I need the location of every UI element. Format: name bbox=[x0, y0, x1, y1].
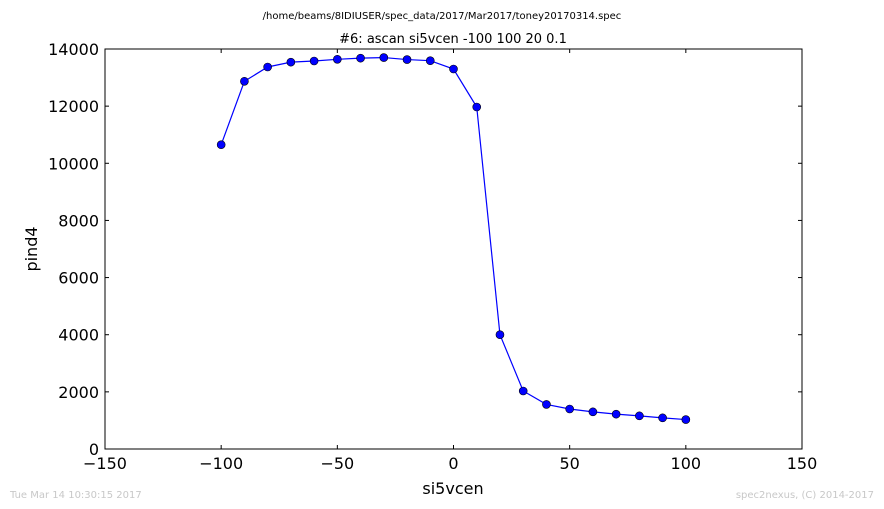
data-point bbox=[240, 76, 249, 86]
footer-credit: spec2nexus, (C) 2014-2017 bbox=[736, 490, 874, 501]
y-tick-label: 8000 bbox=[58, 211, 99, 230]
y-tick-label: 2000 bbox=[58, 383, 99, 402]
y-tick-label: 4000 bbox=[58, 326, 99, 345]
data-point bbox=[542, 400, 551, 409]
footer-timestamp: Tue Mar 14 10:30:15 2017 bbox=[9, 490, 142, 501]
data-point bbox=[286, 57, 296, 67]
series-line bbox=[220, 56, 686, 421]
data-point bbox=[425, 56, 435, 66]
data-point bbox=[611, 409, 621, 419]
data-point bbox=[635, 411, 644, 421]
y-tick-label: 6000 bbox=[58, 269, 99, 288]
y-tick-label: 12000 bbox=[48, 97, 99, 116]
x-tick-label: 100 bbox=[671, 454, 702, 473]
x-tick-label: −100 bbox=[199, 454, 243, 473]
x-tick-label: 50 bbox=[559, 454, 579, 473]
chart-title: #6: ascan si5vcen -100 100 20 0.1 bbox=[339, 32, 567, 47]
data-point bbox=[588, 407, 598, 417]
y-tick-label: 0 bbox=[89, 440, 99, 459]
data-point bbox=[658, 413, 667, 423]
plot-frame bbox=[104, 48, 803, 450]
data-point bbox=[356, 53, 365, 63]
data-point bbox=[333, 54, 342, 64]
y-tick-label: 10000 bbox=[48, 154, 99, 173]
plot-area: −150 −100 −50 0 50 100 150 0 2000 4000 6000 8000 100… bbox=[48, 40, 817, 473]
data-point bbox=[681, 415, 691, 424]
data-point bbox=[449, 64, 458, 74]
data-point bbox=[402, 55, 412, 64]
data-point bbox=[518, 386, 528, 396]
data-point bbox=[263, 62, 272, 72]
x-tick-label: −150 bbox=[83, 454, 127, 473]
data-point bbox=[565, 404, 574, 414]
x-axis-label: si5vcen bbox=[422, 479, 483, 498]
data-point bbox=[495, 330, 505, 340]
x-tick-label: 0 bbox=[448, 454, 458, 473]
y-axis-label: pind4 bbox=[22, 226, 41, 271]
data-point bbox=[379, 53, 389, 62]
y-tick-label: 14000 bbox=[48, 40, 99, 59]
data-point bbox=[216, 140, 226, 150]
data-point bbox=[472, 102, 482, 112]
data-point bbox=[309, 56, 319, 66]
x-tick-label: 150 bbox=[787, 454, 818, 473]
chart-suptitle: /home/beams/8IDIUSER/spec_data/2017/Mar2… bbox=[263, 11, 622, 22]
x-tick-label: −50 bbox=[320, 454, 354, 473]
